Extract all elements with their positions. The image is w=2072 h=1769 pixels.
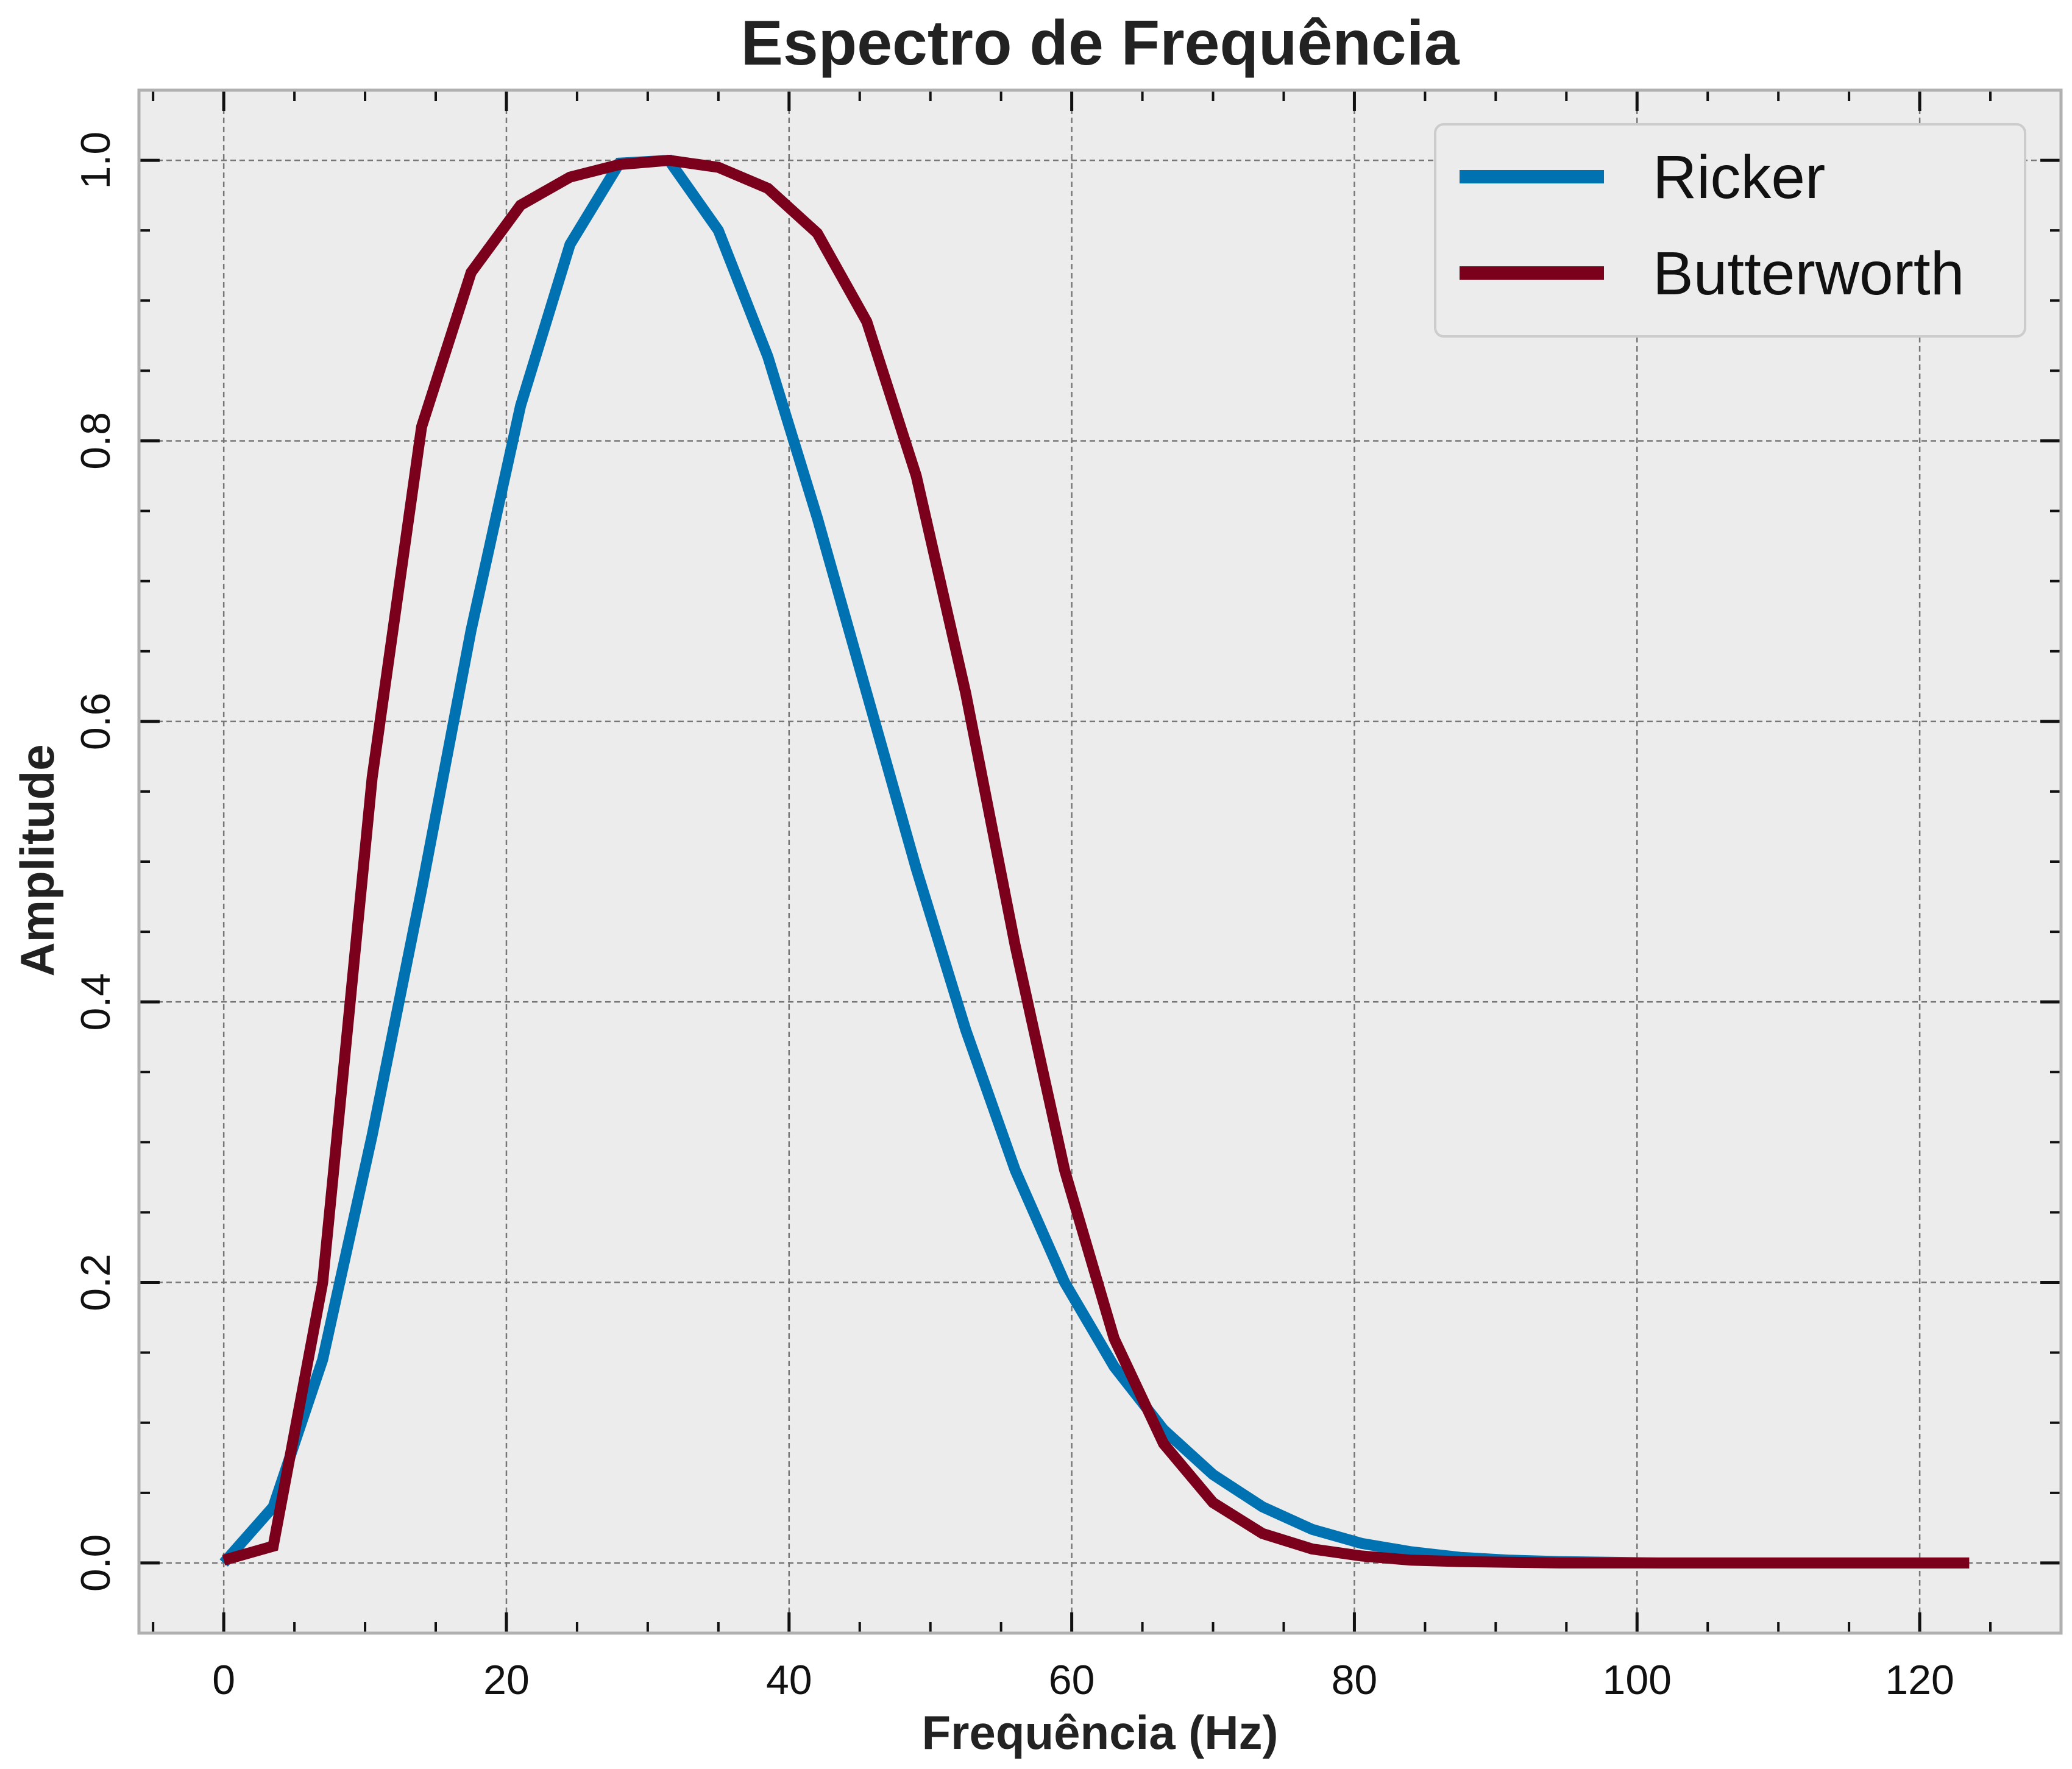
y-tick-label: 0.8	[73, 412, 119, 470]
x-tick-label: 40	[766, 1657, 812, 1703]
x-tick-label: 100	[1603, 1657, 1672, 1703]
series-line-butterworth	[222, 155, 1970, 1569]
legend-label-butterworth: Butterworth	[1653, 239, 1964, 308]
x-tick-label: 0	[212, 1657, 235, 1703]
plot-area	[139, 90, 2061, 1633]
y-tick-label: 0.4	[73, 973, 119, 1031]
x-axis-label: Frequência (Hz)	[921, 1706, 1278, 1759]
series-lines	[219, 154, 1970, 1569]
y-tick-label: 0.2	[73, 1253, 119, 1311]
legend: Ricker Butterworth	[1434, 123, 2026, 338]
x-tick-label: 60	[1049, 1657, 1095, 1703]
ticks	[139, 89, 2061, 1634]
y-tick-label: 0.6	[73, 693, 119, 751]
x-tick-label: 120	[1885, 1657, 1954, 1703]
legend-label-ricker: Ricker	[1653, 143, 1825, 211]
x-tick-label: 20	[483, 1657, 530, 1703]
y-tick-label: 0.0	[73, 1534, 119, 1592]
tick-labels: 0 20 40 60 80 100 120 0.0 0.2 0.4 0.6 0.8 1.0	[73, 132, 1954, 1703]
y-axis-label: Amplitude	[10, 744, 64, 976]
chart-title: Espectro de Frequência	[740, 8, 1460, 79]
y-tick-label: 1.0	[73, 132, 119, 190]
x-tick-label: 80	[1332, 1657, 1378, 1703]
plot-frame	[137, 88, 2063, 1635]
